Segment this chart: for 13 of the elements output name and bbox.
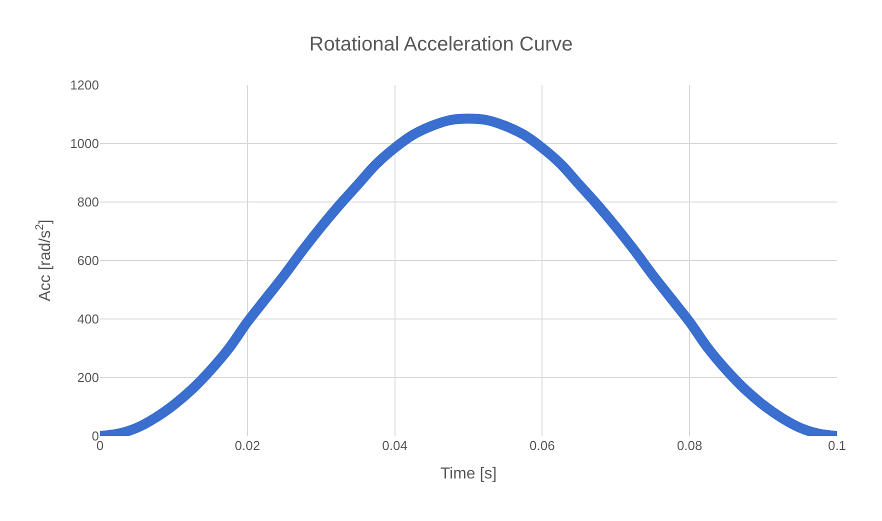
- x-axis-title: Time [s]: [440, 466, 497, 483]
- chart-title: Rotational Acceleration Curve: [309, 33, 573, 56]
- x-tick-label: 0.04: [382, 438, 408, 453]
- y-tick-label: 400: [77, 312, 99, 327]
- x-tick-label: 0.06: [530, 438, 555, 453]
- y-tick-label: 200: [77, 370, 99, 386]
- x-tick-label: 0.02: [234, 438, 260, 453]
- y-tick-label: 600: [77, 253, 99, 268]
- y-tick-label: 1200: [70, 78, 99, 93]
- y-tick-label: 800: [77, 194, 99, 210]
- x-tick-label: 0.08: [676, 438, 702, 453]
- x-tick-label: 0.1: [828, 438, 846, 453]
- y-tick-label: 1000: [70, 136, 99, 152]
